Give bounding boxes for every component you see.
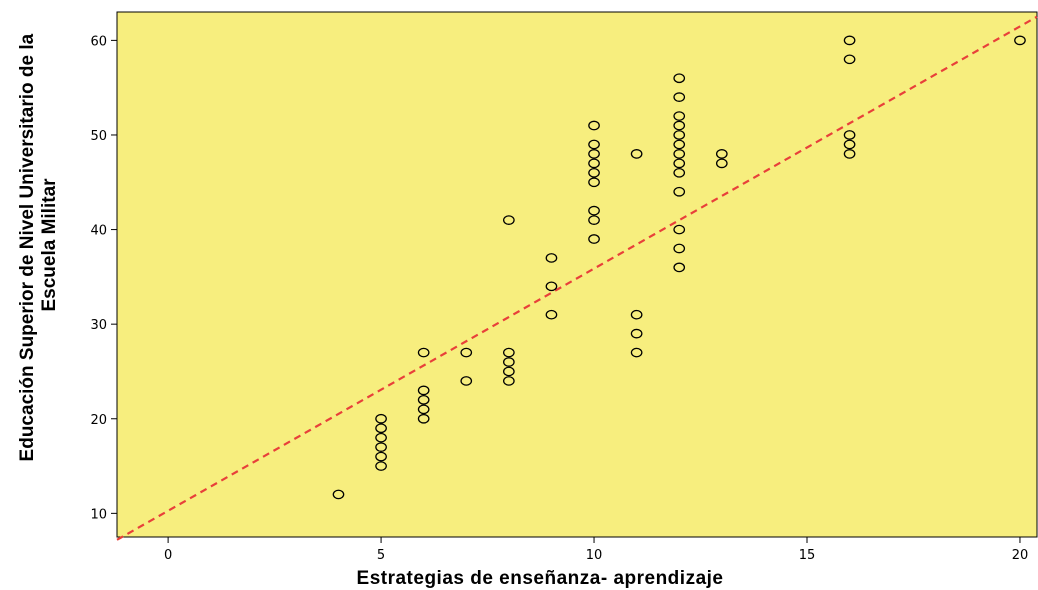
- data-point: [673, 262, 686, 273]
- data-point: [843, 130, 856, 140]
- data-point: [545, 309, 558, 320]
- data-point: [630, 328, 643, 339]
- y-axis-title-line-1: Educación Superior de Nivel Universitari…: [17, 33, 38, 461]
- x-tick-label: 0: [164, 548, 172, 563]
- data-point: [460, 347, 473, 358]
- y-tick-label: 10: [90, 507, 107, 522]
- reference-line-group: [116, 15, 1038, 541]
- data-point: [375, 442, 387, 452]
- data-point: [588, 120, 600, 131]
- data-point: [545, 281, 558, 292]
- data-point: [503, 215, 515, 225]
- data-point: [630, 149, 643, 159]
- data-point: [503, 366, 515, 377]
- data-point: [715, 149, 728, 159]
- y-axis-title-line-2: Escuela Militar: [39, 178, 60, 312]
- x-tick-label: 20: [1012, 548, 1029, 563]
- data-point: [673, 186, 686, 197]
- data-point: [673, 158, 686, 169]
- x-tick-label: 15: [799, 548, 816, 563]
- data-point: [843, 149, 856, 159]
- data-point: [673, 149, 686, 159]
- data-point: [588, 177, 600, 188]
- data-point: [417, 347, 430, 358]
- data-point: [375, 432, 387, 443]
- data-point: [588, 215, 600, 225]
- y-tick-label: 60: [90, 34, 107, 49]
- plot-area: [116, 11, 1038, 538]
- data-point: [588, 167, 600, 178]
- data-point: [673, 224, 686, 235]
- data-point: [630, 347, 643, 358]
- x-tick-label: 5: [377, 548, 385, 563]
- y-tick-label: 20: [90, 413, 107, 428]
- data-point: [843, 35, 856, 46]
- data-point: [417, 394, 430, 405]
- data-point: [673, 167, 686, 178]
- y-tick-label: 30: [90, 318, 107, 333]
- data-point: [417, 404, 430, 415]
- data-point: [588, 205, 600, 216]
- data-point: [375, 423, 387, 434]
- data-point: [375, 461, 387, 471]
- data-point: [673, 243, 686, 254]
- data-point: [332, 489, 345, 500]
- y-axis-title: Educación Superior de Nivel Universitari…: [17, 29, 60, 462]
- data-point: [375, 451, 387, 462]
- data-point: [545, 253, 558, 263]
- data-point: [503, 376, 515, 386]
- data-point: [673, 73, 686, 84]
- y-tick-label: 50: [90, 129, 107, 144]
- data-point: [503, 357, 515, 367]
- data-point: [417, 413, 430, 424]
- data-point: [843, 139, 856, 150]
- data-point: [375, 413, 387, 424]
- x-tick-label: 10: [586, 548, 603, 563]
- data-point: [673, 92, 686, 102]
- reference-line: [116, 15, 1038, 541]
- data-point: [673, 130, 686, 140]
- data-point: [588, 158, 600, 169]
- data-point: [630, 309, 643, 320]
- data-point: [588, 139, 600, 150]
- x-axis-title: Estrategias de enseñanza- aprendizaje: [357, 568, 724, 589]
- data-point: [715, 158, 728, 169]
- data-point: [417, 385, 430, 396]
- data-point: [503, 347, 515, 358]
- data-points: [332, 35, 1026, 500]
- data-point: [673, 120, 686, 131]
- data-point: [673, 139, 686, 150]
- data-point: [673, 111, 686, 121]
- x-axis: 0 5 10 15 20: [164, 537, 1028, 563]
- data-point: [843, 54, 856, 65]
- data-point: [588, 234, 600, 244]
- y-tick-label: 40: [90, 224, 107, 239]
- data-point: [588, 149, 600, 159]
- data-point: [460, 376, 473, 386]
- data-point: [1014, 35, 1026, 46]
- y-axis: 10 20 30 40 50 60: [90, 34, 117, 522]
